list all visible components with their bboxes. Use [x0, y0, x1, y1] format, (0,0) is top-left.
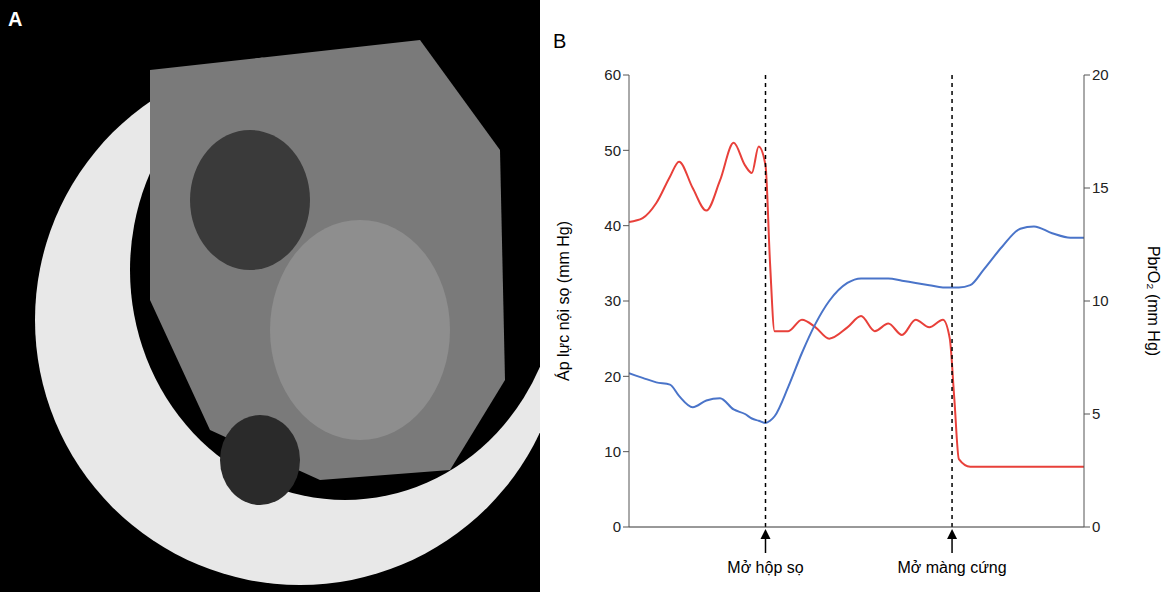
svg-text:60: 60 [604, 66, 621, 83]
svg-text:10: 10 [1092, 292, 1109, 309]
svg-text:Áp lực nội sọ (mm Hg): Áp lực nội sọ (mm Hg) [554, 221, 572, 381]
svg-text:Mở hộp sọ: Mở hộp sọ [727, 559, 803, 576]
svg-text:15: 15 [1092, 179, 1109, 196]
svg-text:40: 40 [604, 217, 621, 234]
svg-text:0: 0 [613, 518, 621, 535]
svg-text:20: 20 [1092, 66, 1109, 83]
svg-text:0: 0 [1092, 518, 1100, 535]
svg-text:Mở màng cứng: Mở màng cứng [897, 559, 1006, 576]
html-text:B: B [553, 30, 567, 52]
svg-text:20: 20 [604, 368, 621, 385]
svg-text:PbrO₂ (mm Hg): PbrO₂ (mm Hg) [1145, 246, 1162, 356]
html-text:A: A [8, 8, 23, 30]
svg-text:10: 10 [604, 443, 621, 460]
svg-text:50: 50 [604, 142, 621, 159]
svg-text:5: 5 [1092, 405, 1100, 422]
svg-text:30: 30 [604, 292, 621, 309]
